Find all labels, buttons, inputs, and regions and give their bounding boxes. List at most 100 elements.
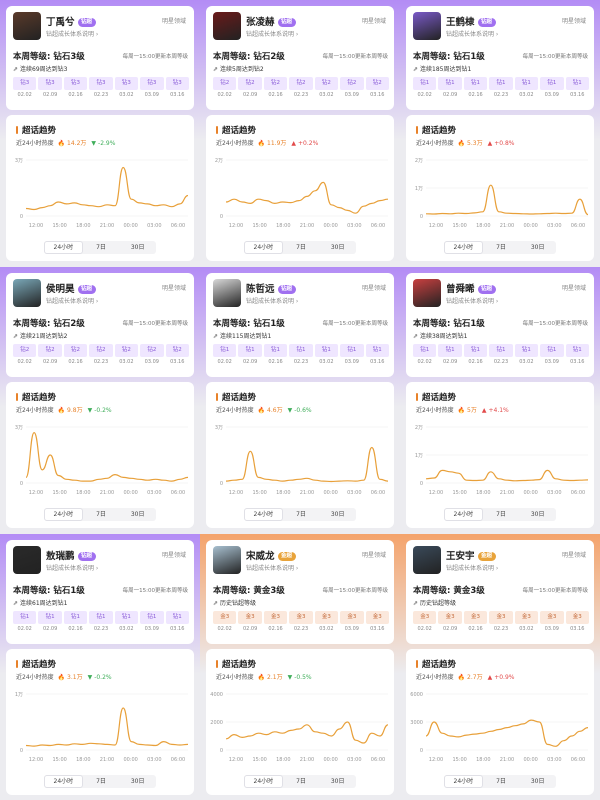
history-date: 03.02 [319,626,334,632]
tab-7d[interactable]: 7日 [96,244,106,251]
tab-30d[interactable]: 30日 [130,778,145,785]
level-chip: 钻3 [89,77,113,90]
avatar[interactable] [413,279,441,307]
tab-24h[interactable]: 24小时 [244,775,283,788]
tab-24h[interactable]: 24小时 [444,508,483,521]
streak-text: ⇗ 历史钻超等级 [213,598,256,607]
star-domain-label[interactable]: 明星领域 [161,285,186,292]
tab-7d[interactable]: 7日 [96,778,106,785]
profile-cell: 侯明昊 钻超 钻超成长体系说明 › 明星领域 本周等级: 钻石2级 每周一15:00更新本… [0,267,200,534]
tab-30d[interactable]: 30日 [330,778,345,785]
level-chip: 钻1 [165,611,189,624]
update-note: 每周一15:00更新本周等级 [522,321,588,327]
trend-card: 超话趋势 近24小时热度 🔥 3.1万 ▼ -0.2% 1万 0 12:00 15:00 18:0… [6,649,194,795]
heat-change: +0.2% [298,140,319,147]
x-tick-label: 00:00 [123,757,137,763]
avatar[interactable] [213,12,241,40]
level-history: 钻2 钻2 钻2 钻2 钻2 钻2 钻2 [213,77,389,90]
trend-title: 超话趋势 [216,391,256,403]
tab-24h[interactable]: 24小时 [444,775,483,788]
avatar[interactable] [213,546,241,574]
star-domain-label[interactable]: 明星领域 [161,18,186,25]
tab-7d[interactable]: 7日 [496,244,506,251]
trend-chart: 2万 1万 0 12:00 15:00 18:00 21:00 00:00 03:00 06:00 [415,158,589,229]
growth-system-link[interactable]: 钻超成长体系说明 › [46,298,99,305]
star-domain-label[interactable]: 明星领域 [561,552,586,559]
star-domain-label[interactable]: 明星领域 [561,285,586,292]
x-tick-label: 00:00 [523,223,537,229]
star-domain-label[interactable]: 明星领域 [561,18,586,25]
avatar[interactable] [13,546,41,574]
avatar[interactable] [413,546,441,574]
star-name[interactable]: 宋威龙 金超 [246,548,296,562]
tab-7d[interactable]: 7日 [496,511,506,518]
tab-30d[interactable]: 30日 [130,244,145,251]
tab-30d[interactable]: 30日 [330,244,345,251]
update-note: 每周一15:00更新本周等级 [522,54,588,60]
star-name[interactable]: 王鹤棣 钻超 [446,14,496,28]
growth-system-link[interactable]: 钻超成长体系说明 › [446,31,499,38]
history-date: 02.02 [417,626,432,632]
tab-24h[interactable]: 24小时 [44,775,83,788]
tab-24h[interactable]: 24小时 [244,508,283,521]
x-tick-label: 06:00 [371,223,385,229]
star-name[interactable]: 王安宇 金超 [446,548,496,562]
trend-line [225,181,389,214]
fire-icon: 🔥 [455,140,466,147]
star-domain-label[interactable]: 明星领域 [361,552,386,559]
x-tick-label: 18:00 [276,490,290,496]
level-chip: 钻1 [463,344,488,357]
growth-system-link[interactable]: 钻超成长体系说明 › [46,565,99,572]
x-tick-label: 18:00 [76,490,90,496]
growth-system-link[interactable]: 钻超成长体系说明 › [246,31,299,38]
x-tick-label: 15:00 [252,757,266,763]
arrow-down-icon: ▼ [287,407,293,414]
update-note: 每周一15:00更新本周等级 [122,588,188,594]
star-domain-label[interactable]: 明星领域 [361,18,386,25]
growth-system-link[interactable]: 钻超成长体系说明 › [446,565,499,572]
tab-30d[interactable]: 30日 [130,511,145,518]
x-tick-label: 18:00 [476,490,490,496]
history-date: 02.09 [242,92,258,98]
star-domain-label[interactable]: 明星领域 [161,552,186,559]
star-name[interactable]: 敖瑞鹏 钻超 [46,548,96,562]
star-domain-label[interactable]: 明星领域 [361,285,386,292]
heat-value: 3.1万 [67,674,83,681]
tier-badge: 钻超 [477,285,496,294]
star-name[interactable]: 陈哲远 钻超 [246,281,296,295]
profile-cell: 陈哲远 钻超 钻超成长体系说明 › 明星领域 本周等级: 钻石1级 每周一15:00更新本… [200,267,400,534]
trend-icon: ⇗ [13,66,19,73]
tab-24h[interactable]: 24小时 [44,241,83,254]
tab-7d[interactable]: 7日 [296,244,306,251]
trend-line [225,721,389,744]
growth-system-link[interactable]: 钻超成长体系说明 › [46,31,99,38]
tab-30d[interactable]: 30日 [530,778,545,785]
star-name[interactable]: 曾舜晞 钻超 [446,281,496,295]
trend-chart: 1万 0 12:00 15:00 18:00 21:00 00:00 03:00 06:00 [15,692,189,763]
tab-30d[interactable]: 30日 [330,511,345,518]
avatar[interactable] [13,12,41,40]
tab-24h[interactable]: 24小时 [444,241,483,254]
tab-30d[interactable]: 30日 [530,511,545,518]
star-name[interactable]: 侯明昊 钻超 [46,281,96,295]
heat-summary: 近24小时热度 🔥 5万 ▲ +4.1% [416,405,509,414]
level-history: 钻1 钻1 钻1 钻1 钻1 钻1 钻1 [413,77,589,90]
weekly-level: 本周等级: 黄金3级 [413,586,485,596]
tab-7d[interactable]: 7日 [296,511,306,518]
growth-system-link[interactable]: 钻超成长体系说明 › [246,565,299,572]
tab-7d[interactable]: 7日 [96,511,106,518]
tab-30d[interactable]: 30日 [530,244,545,251]
avatar[interactable] [413,12,441,40]
star-name[interactable]: 张凌赫 钻超 [246,14,296,28]
tab-24h[interactable]: 24小时 [244,241,283,254]
avatar[interactable] [213,279,241,307]
tab-7d[interactable]: 7日 [296,778,306,785]
history-date: 03.02 [119,92,134,98]
tab-24h[interactable]: 24小时 [44,508,83,521]
avatar[interactable] [13,279,41,307]
growth-system-link[interactable]: 钻超成长体系说明 › [246,298,299,305]
tab-7d[interactable]: 7日 [496,778,506,785]
growth-system-link[interactable]: 钻超成长体系说明 › [446,298,499,305]
star-name[interactable]: 丁禹兮 钻超 [46,14,96,28]
y-tick-label: 0 [220,214,223,220]
